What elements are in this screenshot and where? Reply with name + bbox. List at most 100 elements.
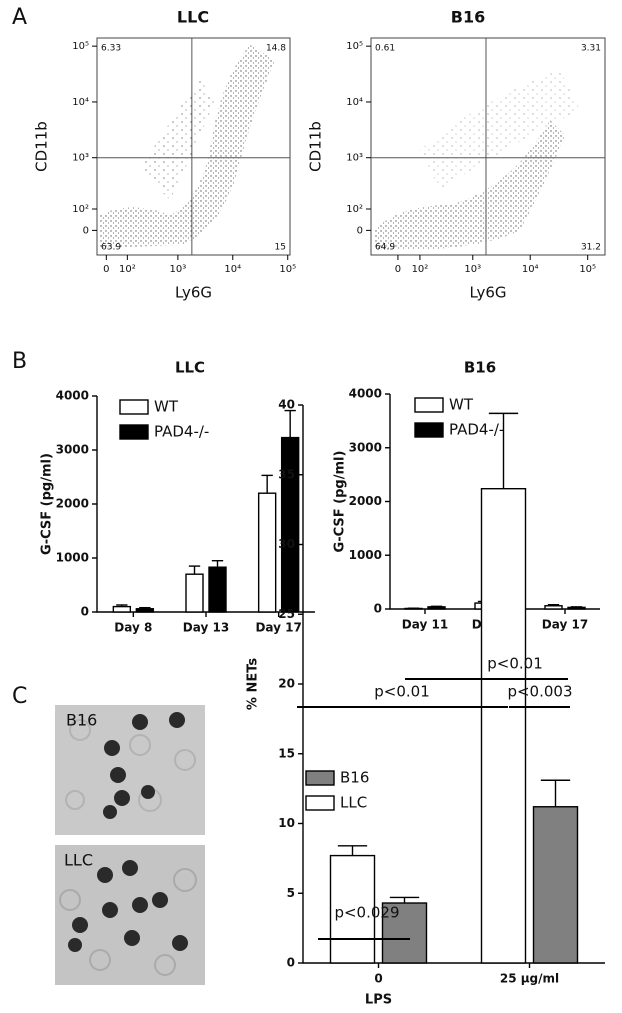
x-tick-label: 0 bbox=[103, 264, 109, 275]
x-tick-label: 25 µg/ml bbox=[500, 972, 559, 986]
y-axis-label: G-CSF (pg/ml) bbox=[40, 453, 55, 555]
quadrant-percent: 14.8 bbox=[266, 44, 286, 54]
y-tick-label: 1000 bbox=[56, 551, 89, 565]
quadrant-percent: 3.31 bbox=[581, 44, 601, 54]
quadrant-percent: 15 bbox=[275, 243, 286, 253]
y-tick-label: 10² bbox=[346, 204, 363, 215]
quadrant-percent: 6.33 bbox=[101, 44, 121, 54]
bar bbox=[427, 606, 446, 610]
y-tick-label: 1000 bbox=[349, 548, 382, 562]
legend-label: B16 bbox=[340, 769, 369, 787]
p-value: p<0.01 bbox=[374, 683, 430, 701]
x-tick-label: Day 17 bbox=[542, 618, 588, 632]
x-tick-label: Day 8 bbox=[114, 621, 152, 635]
y-tick-label: 5 bbox=[287, 886, 295, 900]
y-tick-label: 10⁴ bbox=[72, 97, 89, 108]
y-tick-label: 20 bbox=[278, 677, 295, 691]
p-value: p<0.003 bbox=[507, 683, 572, 701]
y-tick-label: 30 bbox=[278, 537, 295, 551]
legend-label: PAD4-/- bbox=[154, 423, 209, 441]
y-tick-label: 4000 bbox=[349, 387, 382, 401]
legend-swatch bbox=[305, 795, 335, 811]
bar bbox=[532, 806, 579, 964]
y-tick-label: 0 bbox=[357, 225, 363, 236]
bar bbox=[404, 607, 423, 610]
legend-label: WT bbox=[449, 396, 474, 414]
legend-label: PAD4-/- bbox=[449, 421, 504, 439]
plot-frame bbox=[96, 37, 291, 256]
y-tick-label: 10³ bbox=[72, 153, 89, 164]
dot-cloud bbox=[100, 45, 580, 251]
x-axis-label: Ly6G bbox=[175, 284, 212, 302]
quadrant-percent: 0.61 bbox=[375, 44, 395, 54]
x-tick-label: Day 11 bbox=[402, 618, 448, 632]
y-axis-label: % NETs bbox=[246, 658, 261, 710]
chart-title: B16 bbox=[464, 359, 496, 377]
plot-frame bbox=[370, 37, 606, 256]
bar bbox=[135, 608, 155, 613]
x-tick-label: 10⁴ bbox=[522, 264, 539, 275]
x-tick-label: 10³ bbox=[170, 264, 187, 275]
y-tick-label: 10⁵ bbox=[346, 41, 363, 52]
bar bbox=[480, 488, 527, 964]
image-label: B16 bbox=[66, 711, 97, 730]
p-value: p<0.029 bbox=[334, 904, 399, 922]
legend-swatch bbox=[414, 397, 444, 413]
bar bbox=[544, 605, 563, 610]
y-tick-label: 40 bbox=[278, 398, 295, 412]
bar bbox=[280, 436, 300, 613]
x-tick-label: Day 13 bbox=[183, 621, 229, 635]
y-tick-label: 4000 bbox=[56, 389, 89, 403]
y-tick-label: 2000 bbox=[56, 497, 89, 511]
chart-title: LLC bbox=[177, 8, 209, 27]
legend-label: LLC bbox=[340, 794, 367, 812]
quadrant-percent: 63.9 bbox=[101, 243, 121, 253]
y-tick-label: 2000 bbox=[349, 494, 382, 508]
y-tick-label: 0 bbox=[81, 605, 89, 619]
y-tick-label: 10⁴ bbox=[346, 97, 363, 108]
legend-swatch bbox=[119, 399, 149, 415]
y-tick-label: 10 bbox=[278, 816, 295, 830]
bar bbox=[185, 573, 204, 613]
y-axis-label: G-CSF (pg/ml) bbox=[333, 451, 348, 553]
chart-title: LLC bbox=[175, 359, 205, 377]
image-label: LLC bbox=[64, 851, 93, 870]
x-tick-label: 10² bbox=[412, 264, 429, 275]
legend-swatch bbox=[305, 770, 335, 786]
y-tick-label: 15 bbox=[278, 746, 295, 760]
y-tick-label: 0 bbox=[374, 602, 382, 616]
chart-title: B16 bbox=[451, 8, 485, 27]
x-tick-label: 0 bbox=[374, 972, 382, 986]
x-tick-label: 10⁵ bbox=[579, 264, 596, 275]
panel-label: B bbox=[12, 349, 27, 374]
y-tick-label: 3000 bbox=[349, 440, 382, 454]
x-tick-label: 10⁵ bbox=[279, 264, 296, 275]
legend-label: WT bbox=[154, 398, 179, 416]
y-tick-label: 10⁵ bbox=[72, 41, 89, 52]
bar bbox=[381, 902, 428, 964]
bar bbox=[112, 605, 132, 613]
quadrant-percent: 64.9 bbox=[375, 243, 395, 253]
panel-label: C bbox=[12, 684, 27, 709]
y-tick-label: 10³ bbox=[346, 153, 363, 164]
micrograph: B16 LLC bbox=[55, 705, 205, 985]
x-tick-label: 10³ bbox=[464, 264, 481, 275]
y-tick-label: 10² bbox=[72, 204, 89, 215]
x-tick-label: 10⁴ bbox=[224, 264, 241, 275]
y-tick-label: 3000 bbox=[56, 443, 89, 457]
x-tick-label: 0 bbox=[395, 264, 401, 275]
p-value: p<0.01 bbox=[487, 655, 543, 673]
y-tick-label: 35 bbox=[278, 467, 295, 481]
bar bbox=[567, 606, 586, 610]
panel-label: A bbox=[12, 5, 27, 30]
y-tick-label: 25 bbox=[278, 607, 295, 621]
y-tick-label: 0 bbox=[287, 956, 295, 970]
y-axis-label: CD11b bbox=[33, 121, 51, 172]
quadrant-percent: 31.2 bbox=[581, 243, 601, 253]
y-axis-label: CD11b bbox=[307, 121, 325, 172]
legend-swatch bbox=[414, 422, 444, 438]
legend-swatch bbox=[119, 424, 149, 440]
bar bbox=[257, 492, 277, 613]
bar bbox=[329, 854, 376, 964]
